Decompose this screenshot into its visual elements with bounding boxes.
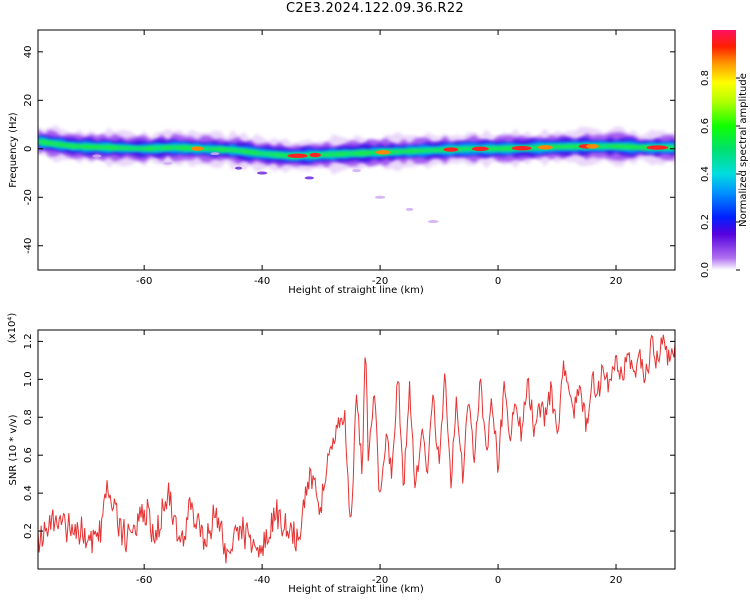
spectrogram-speck bbox=[163, 161, 173, 165]
snr-xlabel: Height of straight line (km) bbox=[288, 584, 424, 595]
snr-yscale-label: (x10⁴) bbox=[7, 313, 18, 344]
spectrogram-hot-spot bbox=[511, 146, 532, 151]
y-tick-label: 40 bbox=[23, 45, 34, 58]
spectrogram-speck bbox=[92, 154, 102, 158]
snr-series-line bbox=[38, 334, 675, 564]
y-tick-label: 0.6 bbox=[23, 447, 34, 463]
y-tick-label: -40 bbox=[23, 238, 34, 254]
snr-plot-area bbox=[38, 330, 675, 569]
spectrogram-hot-spot bbox=[309, 152, 321, 158]
y-tick-label: 0.4 bbox=[23, 485, 34, 501]
x-tick-label: -20 bbox=[372, 575, 388, 586]
spectrogram-speck bbox=[210, 152, 220, 156]
colorbar-tick-label: 0.4 bbox=[700, 166, 711, 182]
spectrogram-xlabel: Height of straight line (km) bbox=[288, 285, 424, 296]
spectrogram-hot-spot bbox=[375, 150, 391, 155]
spectrogram-hot-spot bbox=[443, 147, 459, 152]
spectrogram-panel: -60 -40 -20 0 20 -40 -20 0 20 40 Height of straig… bbox=[8, 29, 676, 296]
x-tick-label: -60 bbox=[136, 575, 152, 586]
spectrogram-speck bbox=[352, 169, 361, 173]
y-tick-label: 1.2 bbox=[23, 333, 34, 349]
x-tick-label: -60 bbox=[136, 276, 152, 287]
snr-ylabel: SNR (10 * v/v) bbox=[8, 414, 19, 485]
colorbar-tick-label: 0.6 bbox=[700, 118, 711, 134]
snr-panel: -60 -40 -20 0 20 0.2 0.4 0.6 0.8 1.0 1.2 Height of… bbox=[7, 313, 676, 595]
spectrogram-hot-spot bbox=[191, 146, 204, 151]
colorbar-tick-label: 0.0 bbox=[700, 262, 711, 278]
y-tick-label: -20 bbox=[23, 189, 34, 205]
y-tick-label: 20 bbox=[23, 94, 34, 107]
colorbar-label: Normalized spectral amplitude bbox=[738, 73, 749, 227]
spectrogram-speck bbox=[374, 195, 386, 199]
snr-axes-frame bbox=[37, 329, 676, 570]
spectrogram-speck bbox=[304, 176, 315, 180]
spectrogram-speck bbox=[427, 220, 439, 224]
y-tick-label: 0.8 bbox=[23, 409, 34, 425]
x-tick-label: 20 bbox=[610, 276, 623, 287]
chart-title: C2E3.2024.122.09.36.R22 bbox=[286, 1, 464, 16]
x-tick-label: 0 bbox=[495, 276, 501, 287]
y-tick-label: 0 bbox=[23, 146, 34, 152]
spectrogram-hot-spot bbox=[586, 144, 599, 149]
y-tick-label: 0.2 bbox=[23, 523, 34, 539]
x-tick-label: -20 bbox=[372, 276, 388, 287]
spectrogram-axes-frame bbox=[37, 29, 676, 271]
spectrogram-speck bbox=[256, 171, 268, 175]
colorbar-gradient bbox=[712, 30, 736, 270]
colorbar-tick-label: 0.2 bbox=[700, 214, 711, 230]
x-tick-label: 0 bbox=[495, 575, 501, 586]
spectrogram-hot-spot bbox=[537, 145, 553, 150]
spectrogram-hot-spot bbox=[646, 145, 669, 150]
spectrogram-band bbox=[38, 139, 675, 159]
spectrogram-ylabel: Frequency (Hz) bbox=[8, 112, 19, 188]
spectrogram-speck bbox=[234, 166, 243, 170]
y-tick-label: 1.0 bbox=[23, 371, 34, 387]
spectrogram-heatmap bbox=[38, 125, 675, 224]
spectrogram-hot-spot bbox=[287, 153, 308, 159]
x-tick-label: -40 bbox=[254, 575, 270, 586]
x-tick-label: -40 bbox=[254, 276, 270, 287]
colorbar: 0.0 0.2 0.4 0.6 0.8 Normalized spectral ampl… bbox=[700, 30, 749, 278]
spectrogram-speck bbox=[405, 207, 414, 211]
spectrogram-hot-spot bbox=[471, 146, 489, 151]
colorbar-tick-label: 0.8 bbox=[700, 70, 711, 86]
x-tick-label: 20 bbox=[610, 575, 623, 586]
